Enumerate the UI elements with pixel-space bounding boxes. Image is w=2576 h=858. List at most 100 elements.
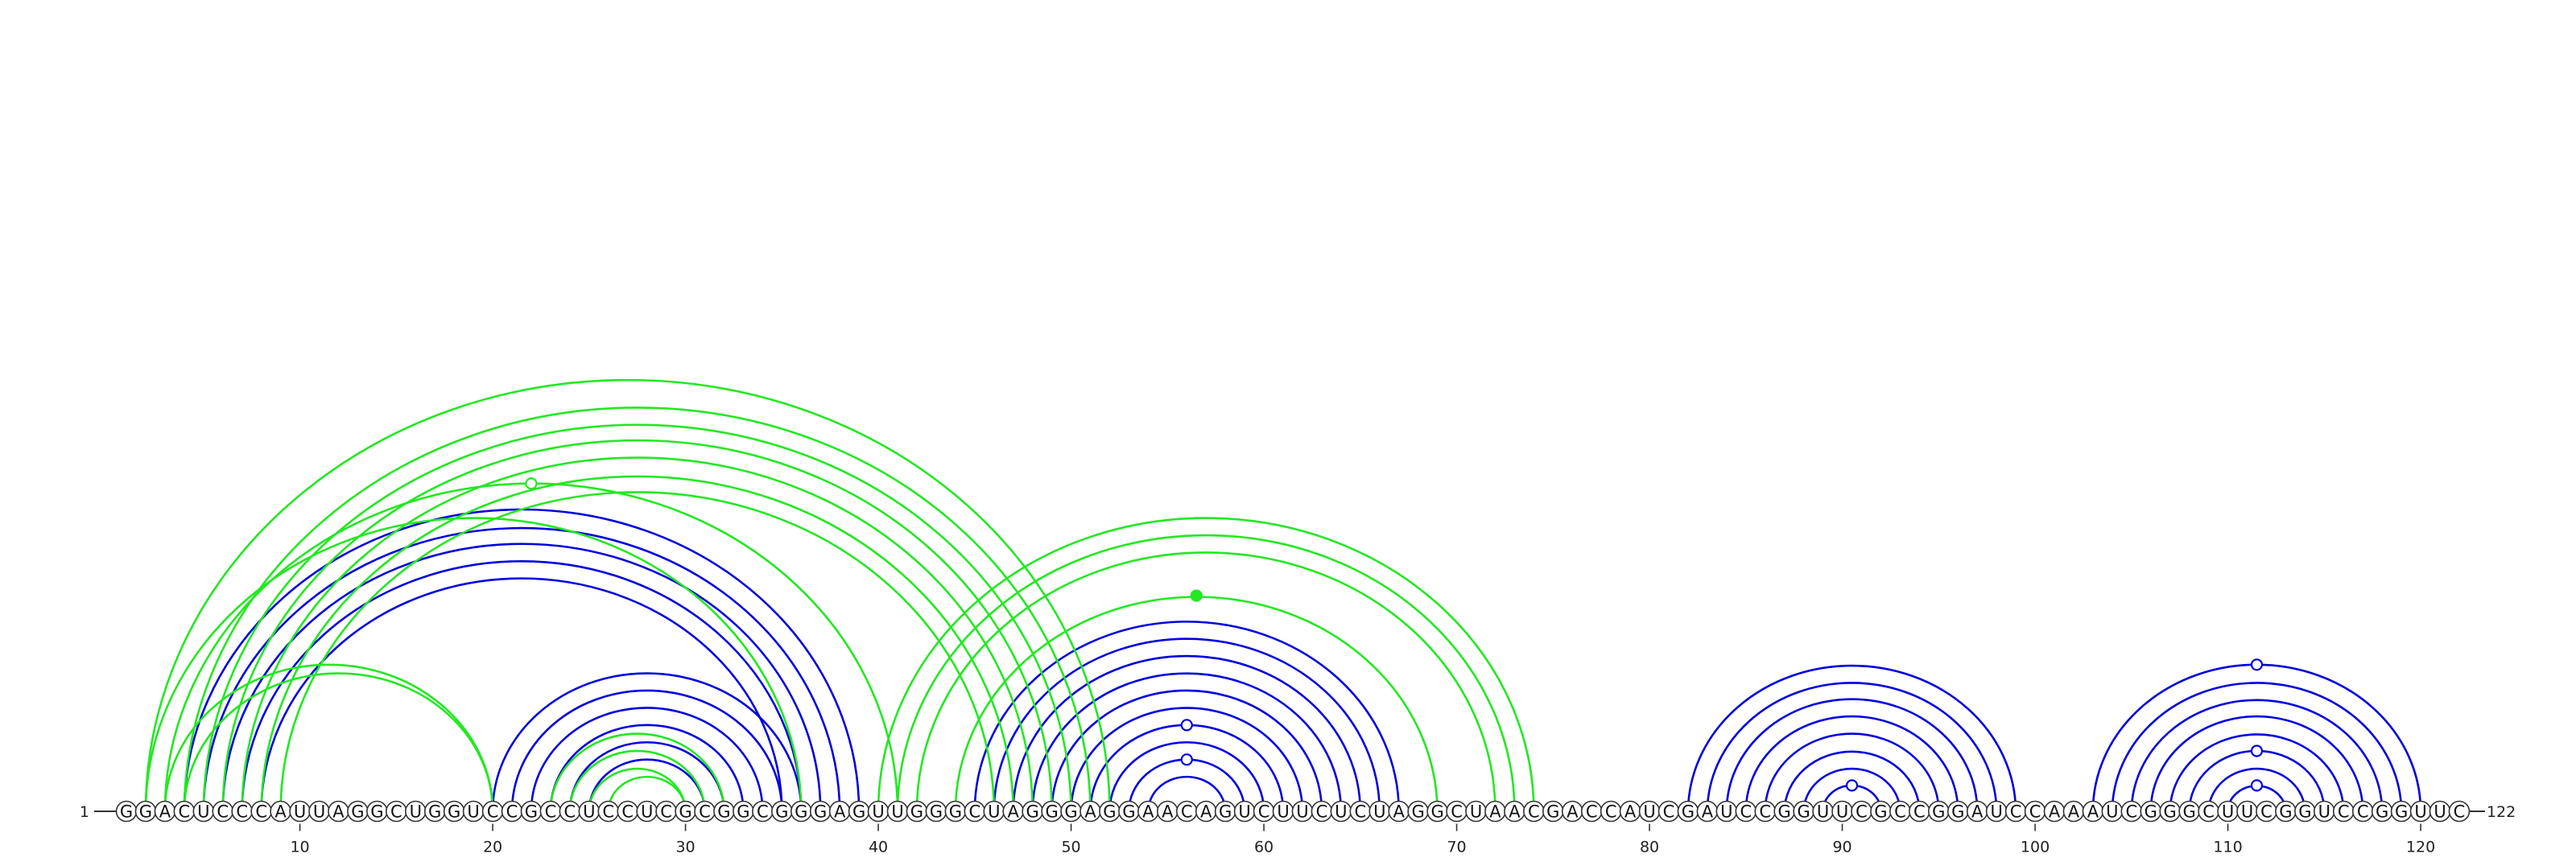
tick-label: 120 [2406,839,2435,856]
nucleotide: C [385,800,407,823]
nucleotide: U [192,800,215,823]
arc-marker [1845,779,1859,792]
nucleotide-letter: U [2434,802,2446,822]
nucleotide: G [1773,800,1795,823]
nucleotide-letter: G [2164,802,2177,822]
green-arc [183,406,1092,812]
nucleotide-letter: G [1546,802,1559,822]
nucleotide-letter: G [1951,802,1964,822]
nucleotide: U [636,800,658,823]
nucleotide-letter: A [332,802,345,822]
nucleotide: C [231,800,254,823]
nucleotide-letter: U [313,802,325,822]
nucleotide-letter: U [1990,802,2002,822]
green-arc [954,596,1439,812]
blue-arc [1725,698,1979,812]
nucleotide: G [1022,800,1043,823]
nucleotide-letter: A [1971,802,1984,822]
green-arc [183,672,494,812]
nucleotide: A [2062,800,2085,823]
nucleotide-letter: A [1489,802,1501,822]
blue-arc [2111,682,2403,812]
nucleotide-letter: G [428,802,441,822]
nucleotide: C [655,800,677,823]
nucleotide: C [250,800,272,823]
green-arc [144,378,1111,812]
nucleotide-letter: U [583,802,595,822]
blue-arc [491,672,803,812]
nucleotide-letter: G [795,802,807,822]
nucleotide: A [1504,800,1525,823]
nucleotide: U [308,800,330,823]
nucleotide-letter: G [1122,802,1135,822]
nucleotide-letter: U [891,802,903,822]
nucleotide: A [1561,800,1583,823]
nucleotide: U [289,800,311,823]
nucleotide: G [1118,800,1140,823]
tick-label: 110 [2213,839,2242,856]
nucleotide-letter: U [1836,802,1848,822]
green-arc [915,551,1496,812]
nucleotide: G [1793,800,1814,823]
nucleotide-letter: G [2298,802,2311,822]
nucleotide-letter: C [1856,802,1868,822]
nucleotide: C [1349,800,1372,823]
nucleotide-letter: U [1720,802,1732,822]
nucleotide-letter: G [139,802,152,822]
nucleotide: C [1523,800,1545,823]
nucleotide: U [867,800,890,823]
nucleotide: A [154,800,176,823]
nucleotide-letter: U [294,802,306,822]
nucleotide-letter: U [2222,802,2234,822]
nucleotide-letter: U [2241,802,2253,822]
nucleotide: A [2043,800,2066,823]
nucleotide-letter: G [1778,802,1791,822]
arc-marker [1180,753,1193,766]
nucleotide: C [501,800,523,823]
blue-arc [1744,715,1959,812]
nucleotide-letter: C [487,802,499,822]
nucleotide: U [2314,800,2335,823]
nucleotide-letter: G [1932,802,1945,822]
nucleotide: G [713,800,735,823]
nucleotide: G [1099,800,1121,823]
end-position-label: 122 [2487,803,2516,821]
nucleotide-letter: A [2068,802,2080,822]
nucleotide-letter: C [1528,802,1540,822]
nucleotide: U [404,800,427,823]
nucleotide: G [443,800,465,823]
nucleotide: C [2120,800,2143,823]
nucleotide-letter: G [930,802,943,822]
nucleotide-letter: A [1084,802,1096,822]
nucleotide: C [1175,800,1198,823]
nucleotide-letter: A [1702,802,1714,822]
nucleotide-letter: U [988,802,1000,822]
nucleotide: C [559,800,581,823]
nucleotide: U [1638,800,1661,823]
arc-markers [525,477,2264,792]
blue-arc [1108,741,1265,812]
nucleotide: G [1426,800,1448,823]
nucleotide: U [2101,800,2124,823]
nucleotide-letter: A [2087,802,2099,822]
blue-arc [1089,724,1285,812]
nucleotide-letter: U [872,802,884,822]
nucleotide: C [1253,800,1275,823]
blue-arc [1706,682,1998,812]
nucleotide: C [1889,800,1911,823]
nucleotide-letter: G [1219,802,1232,822]
green-arc [202,423,1072,812]
nucleotide-letter: A [159,802,171,822]
nucleotide: U [983,800,1005,823]
tick-label: 80 [1640,839,1659,856]
nucleotide: G [134,800,157,823]
nucleotide-letter: U [467,802,479,822]
blue-arc [1147,775,1227,812]
nucleotide-letter: C [660,802,672,822]
blue-arc [510,689,783,812]
nucleotide-letter: G [1412,802,1425,822]
nucleotide: C [173,800,196,823]
nucleotide: G [2140,800,2162,823]
nucleotide: G [809,800,832,823]
